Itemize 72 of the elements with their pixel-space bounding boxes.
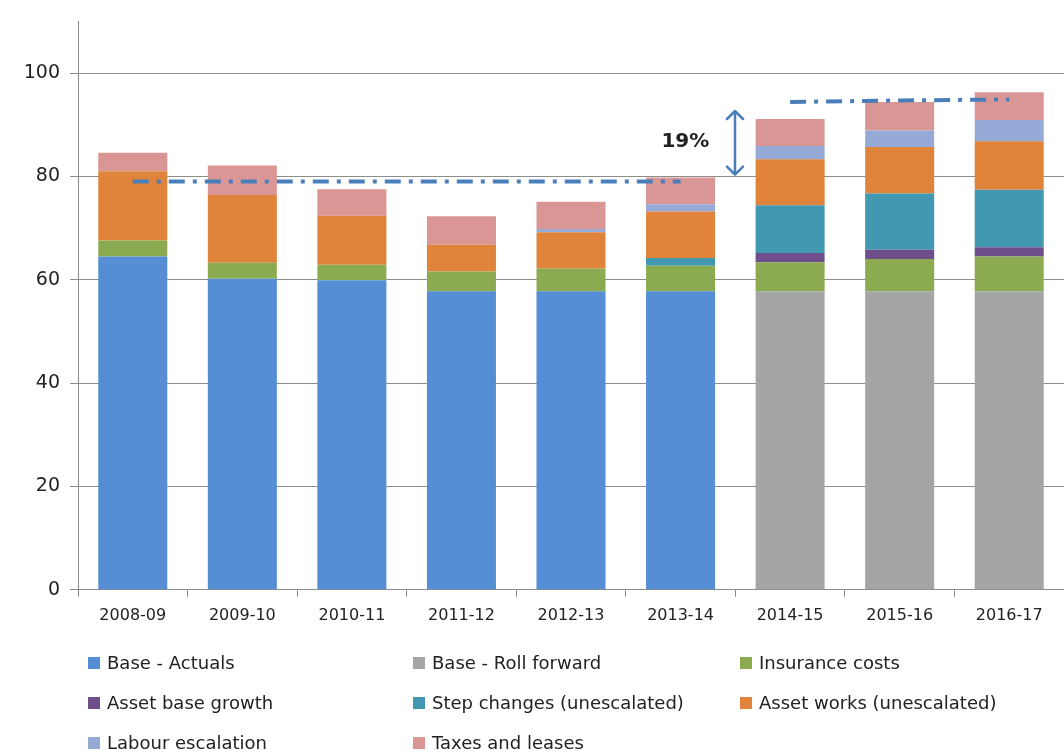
bar <box>974 256 1044 292</box>
bar <box>98 256 168 590</box>
bar <box>974 291 1044 590</box>
bar <box>755 262 825 292</box>
bar <box>207 165 277 196</box>
bar <box>755 159 825 206</box>
bar <box>755 119 825 146</box>
bar <box>865 130 935 147</box>
x-tick-label: 2011-12 <box>428 604 495 624</box>
y-tick-label: 20 <box>35 473 60 496</box>
bar <box>865 291 935 590</box>
bar <box>974 92 1044 121</box>
bar <box>98 240 168 257</box>
legend-label: Labour escalation <box>107 732 267 753</box>
bar <box>317 280 387 590</box>
bar <box>317 189 387 216</box>
legend-label: Base - Roll forward <box>432 652 602 673</box>
bar <box>755 291 825 590</box>
bar <box>317 215 387 265</box>
bar <box>974 120 1044 142</box>
y-tick-label: 0 <box>47 576 60 599</box>
y-tick-label: 80 <box>35 163 60 186</box>
y-tick-label: 40 <box>35 370 60 393</box>
bar <box>536 268 606 292</box>
bar <box>536 201 606 230</box>
legend-label: Step changes (unescalated) <box>432 692 684 713</box>
bar <box>536 291 606 590</box>
legend-label: Taxes and leases <box>432 732 584 753</box>
x-tick-label: 2013-14 <box>647 604 714 624</box>
bar <box>755 252 825 263</box>
bar <box>207 262 277 279</box>
x-tick-label: 2016-17 <box>975 604 1043 624</box>
bar <box>865 259 935 292</box>
legend-label: Asset works (unescalated) <box>759 692 997 713</box>
bar <box>646 291 716 590</box>
bar <box>865 102 935 131</box>
bar <box>98 152 168 172</box>
bar <box>317 264 387 281</box>
bar <box>646 258 716 266</box>
bar <box>646 265 716 292</box>
bar <box>426 291 496 590</box>
bar <box>426 216 496 245</box>
bar <box>974 141 1044 190</box>
bar <box>974 247 1044 257</box>
bar <box>646 211 716 259</box>
bar <box>207 195 277 263</box>
legend-label: Base - Actuals <box>107 652 235 673</box>
x-tick-label: 2014-15 <box>756 604 824 624</box>
bar <box>536 229 606 233</box>
bar <box>207 278 277 590</box>
x-tick-label: 2010-11 <box>318 604 386 624</box>
bar <box>865 146 935 194</box>
x-tick-label: 2008-09 <box>99 604 167 624</box>
y-tick-label: 60 <box>35 266 60 289</box>
x-tick-label: 2012-13 <box>537 604 605 624</box>
bar <box>865 249 935 260</box>
bar <box>865 193 935 250</box>
bar <box>974 189 1044 248</box>
bar <box>536 232 606 269</box>
bar <box>426 271 496 292</box>
x-tick-label: 2015-16 <box>866 604 934 624</box>
y-tick-label: 100 <box>23 60 60 83</box>
bar <box>98 171 168 241</box>
annotation: 19% <box>661 128 710 152</box>
bar <box>646 204 716 212</box>
legend-label: Asset base growth <box>107 692 274 713</box>
bar <box>646 177 716 205</box>
bar <box>426 244 496 272</box>
bar <box>755 205 825 253</box>
legend-label: Insurance costs <box>759 652 900 673</box>
bar <box>755 145 825 160</box>
x-tick-label: 2009-10 <box>208 604 276 624</box>
